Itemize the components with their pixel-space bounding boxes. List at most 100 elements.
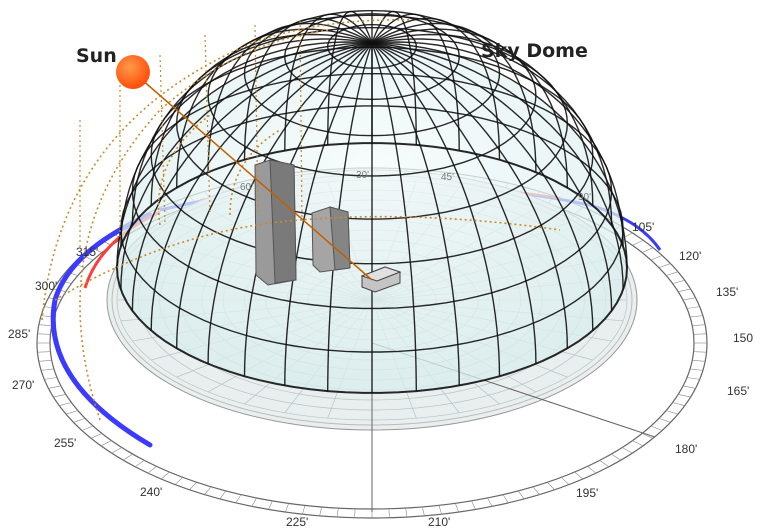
ring-notch: [599, 460, 610, 467]
tick-195: 195': [576, 486, 598, 500]
ring-tick-labels: 105' 120' 135' 150 165' 180' 195' 210' 2…: [8, 220, 753, 529]
ring-notch: [122, 453, 133, 461]
dome-meridian-line: [371, 42, 624, 290]
ring-notch: [487, 497, 493, 507]
mid-building: [311, 206, 351, 273]
ring-notch: [502, 494, 509, 504]
sun-path-strut: [299, 19, 303, 221]
ring-notch: [672, 402, 685, 407]
sun-path-arc: [229, 129, 281, 216]
dome-grid: [115, 10, 628, 394]
sun-path-arc: [157, 114, 211, 226]
ring-notch: [666, 271, 679, 276]
ring-notch: [235, 494, 242, 504]
tick-255: 255': [54, 436, 76, 450]
ring-notch: [517, 490, 525, 500]
ring-notch: [690, 368, 703, 371]
sun-path-arc: [41, 19, 411, 321]
ring-notch: [561, 477, 570, 485]
tick-225: 225': [286, 515, 308, 529]
ring-notch: [285, 503, 289, 513]
sun-path-strut: [204, 34, 211, 216]
ring-notch: [587, 466, 597, 474]
ring-notch: [422, 506, 425, 516]
dome-meridian-line: [284, 42, 373, 386]
ring-notch: [90, 433, 103, 439]
ring-notch: [100, 440, 112, 447]
dome-meridian-line: [371, 41, 624, 247]
ring-notch: [48, 385, 62, 389]
dome-meridian-line: [131, 42, 373, 311]
ring-notch: [532, 486, 540, 495]
dome-meridian-line: [371, 42, 594, 331]
sun-path-arc: [79, 29, 331, 421]
sun-ray: [132, 71, 373, 281]
inner-tick-30: 30': [356, 170, 369, 181]
ring-notch: [692, 324, 706, 326]
ring-notch: [574, 471, 584, 480]
ring-notch: [134, 460, 145, 467]
dome-meridian-line: [371, 22, 537, 173]
ring-notch: [251, 497, 257, 507]
ring-notch: [690, 315, 703, 318]
ring-notch: [455, 503, 459, 513]
ring-notch: [160, 471, 170, 480]
ring-notch: [632, 440, 644, 447]
ring-notch: [336, 508, 339, 518]
dome-meridian-line: [371, 42, 613, 311]
dome-meridian-line: [371, 42, 460, 386]
dome-meridian-line: [371, 33, 594, 206]
ring-notch: [658, 263, 671, 268]
sun-icon: [116, 55, 150, 89]
dome-meridian-line: [371, 10, 417, 145]
sun-path-arc: [54, 215, 561, 301]
tick-150: 150: [733, 331, 753, 345]
dome-meridian-line: [176, 42, 373, 349]
tick-285: 285': [8, 327, 30, 341]
dome-meridian-line: [150, 42, 373, 331]
ring-notch: [268, 500, 273, 510]
sky-dome: [115, 10, 628, 394]
dome-meridian-line: [120, 41, 373, 247]
ring-notch: [678, 288, 691, 292]
dome-meridian-line: [284, 13, 373, 151]
tick-120: 120': [679, 249, 701, 263]
ring-notch: [73, 418, 86, 423]
tick-240: 240': [140, 485, 162, 499]
ring-notch: [672, 279, 685, 284]
dome-meridian-line: [120, 42, 373, 290]
dome-meridian-line: [371, 17, 501, 160]
inner-tick-90: 90': [578, 192, 591, 203]
ring-notch: [147, 466, 157, 474]
ring-notch: [405, 508, 408, 518]
ring-notch: [388, 508, 390, 518]
ring-notch: [682, 385, 696, 389]
inner-tick-60: 60': [240, 182, 253, 193]
sky-dome-label: Sky Dome: [481, 40, 588, 62]
sun-path: [41, 19, 561, 421]
ring-notch: [354, 508, 356, 518]
inner-tick-labels: 60' 30' 45' 90': [240, 170, 591, 203]
ring-notch: [650, 255, 663, 261]
ring-notch: [38, 360, 52, 362]
dome-meridian-line: [371, 38, 613, 226]
ring-notch: [81, 425, 94, 431]
dome-meridian-line: [327, 10, 373, 145]
tick-105: 105': [632, 220, 654, 234]
tick-180: 180': [675, 442, 697, 456]
ring-notch: [682, 297, 696, 301]
tick-270: 270': [12, 378, 34, 392]
ring-notch: [666, 410, 679, 415]
sun-path-strut: [254, 24, 259, 216]
ring-notch: [641, 433, 654, 439]
tick-210: 210': [428, 515, 450, 529]
tick-165: 165': [727, 384, 749, 398]
ring-notch: [219, 490, 227, 500]
dome-meridian-line: [371, 42, 568, 349]
ring-notch: [547, 482, 555, 490]
ring-notch: [686, 306, 700, 309]
ring-notch: [41, 368, 54, 371]
ring-notch: [44, 377, 58, 380]
inner-tick-45: 45': [441, 172, 454, 183]
